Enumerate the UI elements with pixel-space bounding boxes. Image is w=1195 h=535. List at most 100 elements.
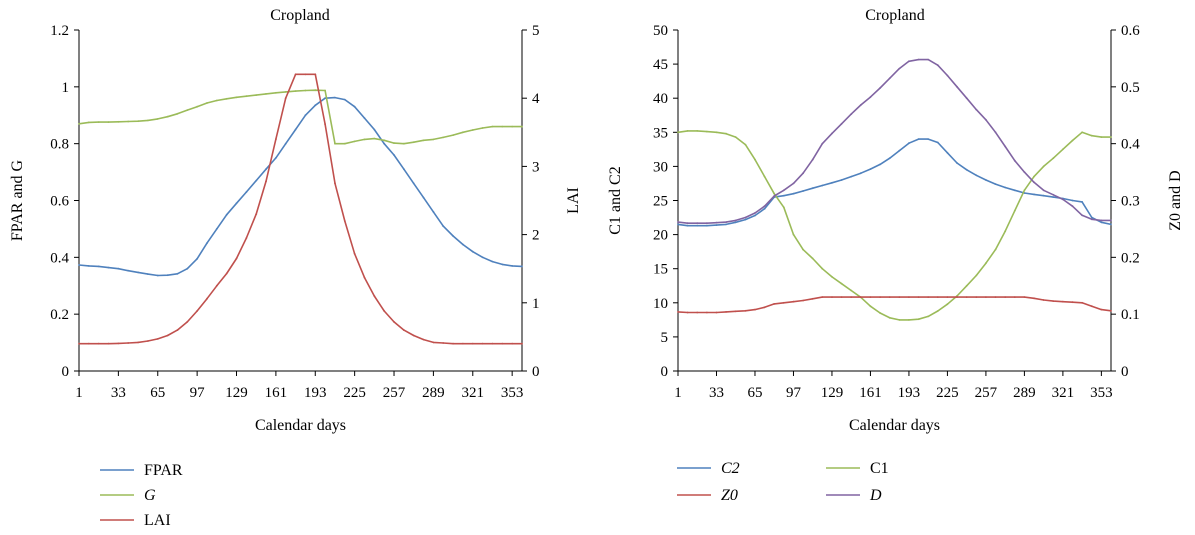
x-tick-label: 353	[1090, 385, 1113, 401]
x-tick-label: 289	[422, 385, 445, 401]
y-left-tick-label: 1.2	[50, 23, 69, 39]
data-point-d	[1042, 189, 1045, 192]
data-point-z0	[850, 296, 853, 298]
data-point-lai	[501, 342, 504, 345]
data-point-z0	[908, 296, 910, 298]
data-point-c2	[715, 224, 718, 227]
data-point-z0	[811, 297, 814, 300]
data-point-c2	[1052, 196, 1055, 199]
data-point-d	[725, 221, 727, 224]
data-point-z0	[1090, 305, 1093, 308]
data-point-g	[87, 121, 90, 124]
y-right-tick-label: 0.6	[1121, 23, 1140, 39]
x-tick-label: 289	[1013, 385, 1036, 401]
data-point-lai	[462, 342, 464, 345]
data-point-z0	[734, 310, 737, 313]
x-tick-label: 161	[859, 385, 882, 401]
data-point-c2	[831, 181, 833, 184]
x-tick-label: 97	[190, 385, 206, 401]
data-point-c1	[985, 262, 987, 265]
data-point-g	[373, 137, 376, 140]
data-point-z0	[1052, 300, 1055, 302]
x-tick-label: 225	[936, 385, 959, 401]
data-point-fpar	[452, 235, 454, 237]
y-axis-left-label: C1 and C2	[607, 166, 624, 234]
data-point-fpar	[275, 157, 277, 159]
y-right-tick-label: 1	[532, 296, 540, 312]
data-point-lai	[422, 338, 425, 341]
data-point-z0	[879, 296, 881, 298]
data-point-lai	[206, 297, 208, 300]
data-point-c2	[782, 194, 785, 197]
data-point-d	[1013, 159, 1016, 162]
data-point-d	[686, 222, 689, 225]
data-point-c1	[715, 131, 718, 134]
x-tick-label: 321	[462, 385, 485, 401]
data-point-fpar	[265, 168, 267, 171]
data-point-d	[1090, 218, 1093, 221]
data-point-d	[696, 222, 699, 225]
data-point-d	[1033, 181, 1035, 184]
data-point-g	[265, 93, 267, 95]
data-point-g	[235, 96, 238, 99]
data-point-g	[78, 122, 80, 125]
data-point-fpar	[176, 272, 179, 275]
data-point-g	[255, 94, 258, 96]
data-point-lai	[97, 342, 100, 345]
data-point-c1	[725, 132, 727, 135]
x-axis-label: Calendar days	[255, 417, 346, 434]
data-point-z0	[754, 308, 756, 311]
data-point-fpar	[166, 274, 169, 277]
data-point-lai	[127, 342, 130, 344]
data-point-z0	[917, 296, 920, 298]
data-point-g	[215, 99, 218, 102]
data-point-d	[782, 189, 785, 192]
data-point-d	[792, 182, 795, 185]
data-point-g	[284, 91, 287, 93]
x-tick-label: 353	[501, 385, 524, 401]
y-right-tick-label: 0.1	[1121, 307, 1140, 323]
data-point-lai	[78, 342, 80, 345]
data-point-lai	[511, 342, 514, 345]
data-point-g	[491, 125, 494, 128]
data-point-lai	[107, 342, 110, 345]
data-point-d	[908, 60, 910, 63]
data-point-c2	[927, 138, 930, 141]
data-point-c2	[985, 179, 987, 181]
data-point-d	[946, 74, 949, 77]
data-point-lai	[521, 342, 523, 345]
data-point-fpar	[127, 269, 130, 272]
data-point-z0	[956, 296, 958, 298]
data-point-d	[715, 221, 718, 224]
data-point-d	[850, 113, 853, 115]
data-point-fpar	[363, 117, 366, 119]
data-point-d	[840, 122, 843, 125]
series-line-z0	[677, 296, 1112, 314]
data-point-c2	[677, 223, 679, 226]
data-point-lai	[176, 329, 179, 331]
data-point-g	[147, 119, 149, 122]
data-point-lai	[245, 237, 248, 239]
series-line-d	[677, 58, 1111, 224]
data-point-lai	[393, 321, 395, 323]
data-point-g	[245, 95, 248, 98]
x-axis-label: Calendar days	[849, 417, 940, 434]
data-point-c1	[1013, 209, 1016, 212]
data-point-c2	[744, 218, 747, 221]
data-point-c2	[763, 207, 766, 210]
data-point-c1	[811, 257, 814, 260]
data-point-d	[927, 58, 930, 61]
data-point-c1	[782, 206, 785, 209]
x-tick-label: 193	[898, 385, 921, 401]
data-point-c1	[754, 158, 756, 161]
data-point-g	[186, 109, 189, 111]
x-tick-label: 257	[975, 385, 998, 401]
y-right-tick-label: 0.2	[1121, 250, 1140, 266]
data-point-c1	[888, 316, 891, 319]
data-point-c2	[802, 190, 804, 192]
data-point-z0	[686, 311, 689, 314]
data-point-fpar	[481, 256, 484, 259]
data-point-c2	[956, 162, 958, 164]
data-point-c1	[1090, 134, 1093, 137]
